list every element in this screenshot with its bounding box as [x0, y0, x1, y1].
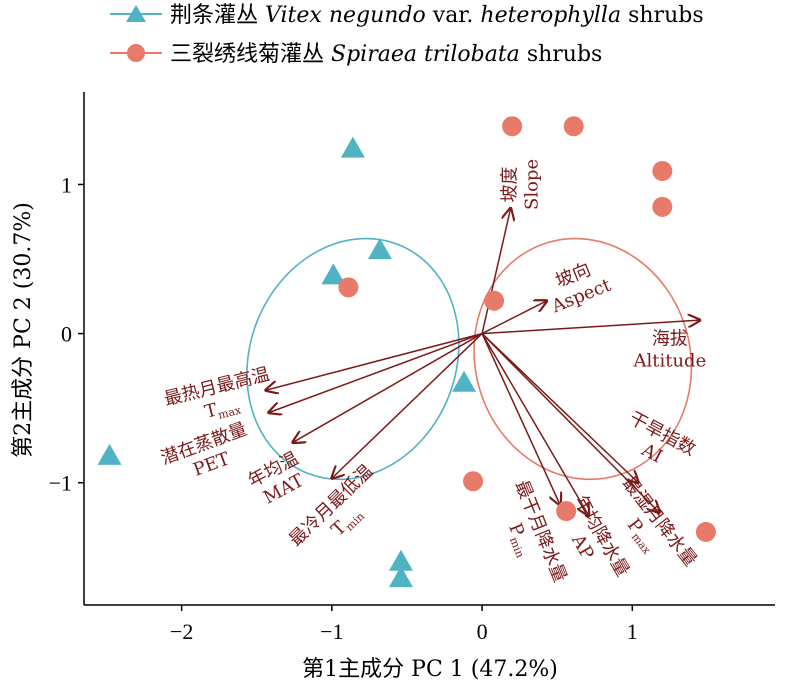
legend-cn-vitex: 荆条灌丛 — [170, 3, 258, 28]
vitex-point — [388, 566, 413, 588]
legend-marker-vitex — [126, 5, 146, 22]
confidence-ellipse-spiraea — [473, 237, 693, 481]
spiraea-point — [556, 501, 577, 522]
vitex-point — [97, 443, 122, 465]
y-tick-label: 1 — [61, 172, 72, 197]
legend-label-spiraea: 三裂绣线菊灌丛 Spiraea trilobata shrubs — [170, 42, 602, 67]
y-axis-title: 第2主成分 PC 2 (30.7%) — [11, 202, 36, 458]
legend-label-vitex: 荆条灌丛 Vitex negundo var. heterophylla shr… — [170, 3, 704, 28]
loading-vector — [481, 301, 547, 335]
legend-species-spiraea: Spiraea trilobata — [331, 42, 520, 67]
spiraea-point — [652, 196, 673, 217]
vitex-point — [452, 370, 477, 392]
tick-layer: −2 −1 0 1 1 0 −1 — [49, 172, 638, 644]
spiraea-point — [695, 521, 716, 542]
vector-label-en: Slope — [522, 159, 543, 210]
spiraea-point — [502, 116, 523, 137]
confidence-ellipse-vitex — [246, 237, 460, 481]
x-axis-title: 第1主成分 PC 1 (47.2%) — [302, 657, 558, 682]
vector-label: 坡度 Slope — [500, 159, 543, 210]
loading-vector — [293, 332, 483, 443]
vitex-point — [367, 238, 392, 260]
legend-species-vitex: Vitex negundo — [265, 3, 426, 28]
vector-label-cn: 海拔 — [652, 329, 688, 350]
y-tick-label: 0 — [61, 322, 72, 347]
legend-cn-spiraea: 三裂绣线菊灌丛 — [170, 42, 324, 67]
legend-var-vitex: var. — [432, 3, 474, 28]
axes — [83, 92, 775, 606]
legend-suffix-spiraea: shrubs — [527, 42, 603, 67]
x-tick-label: −1 — [320, 619, 343, 644]
loading-vector — [481, 333, 589, 516]
x-tick-label: 1 — [627, 619, 638, 644]
spiraea-point — [484, 290, 505, 311]
legend-item-spiraea: 三裂绣线菊灌丛 Spiraea trilobata shrubs — [110, 42, 602, 67]
vector-label-en: Tmax — [203, 394, 243, 425]
x-tick-label: 0 — [477, 619, 488, 644]
loading-vector — [269, 332, 483, 413]
loading-vector — [482, 320, 700, 335]
spiraea-point — [463, 471, 484, 492]
vitex-point — [321, 263, 346, 285]
legend: 荆条灌丛 Vitex negundo var. heterophylla shr… — [110, 3, 704, 67]
ellipse-layer — [246, 237, 693, 481]
x-tick-label: −2 — [170, 619, 193, 644]
y-tick-label: −1 — [49, 471, 72, 496]
loading-vector — [332, 333, 483, 479]
legend-infra-vitex: heterophylla — [480, 3, 621, 28]
point-layer — [97, 116, 716, 588]
loading-vector — [266, 332, 483, 391]
spiraea-point — [652, 161, 673, 182]
loading-vector — [481, 333, 560, 505]
spiraea-point — [338, 277, 359, 298]
vitex-point — [340, 136, 365, 158]
legend-suffix-vitex: shrubs — [628, 3, 704, 28]
loading-vector — [481, 208, 511, 334]
loading-vector — [481, 333, 638, 483]
vitex-point — [388, 549, 413, 571]
vector-label-en: Altitude — [632, 351, 706, 372]
legend-marker-spiraea — [127, 44, 145, 62]
vector-label-cn: 坡度 — [500, 166, 521, 202]
vector-label-cn: 最热月最高温 — [162, 364, 272, 411]
spiraea-point — [563, 116, 584, 137]
legend-item-vitex: 荆条灌丛 Vitex negundo var. heterophylla shr… — [110, 3, 704, 28]
